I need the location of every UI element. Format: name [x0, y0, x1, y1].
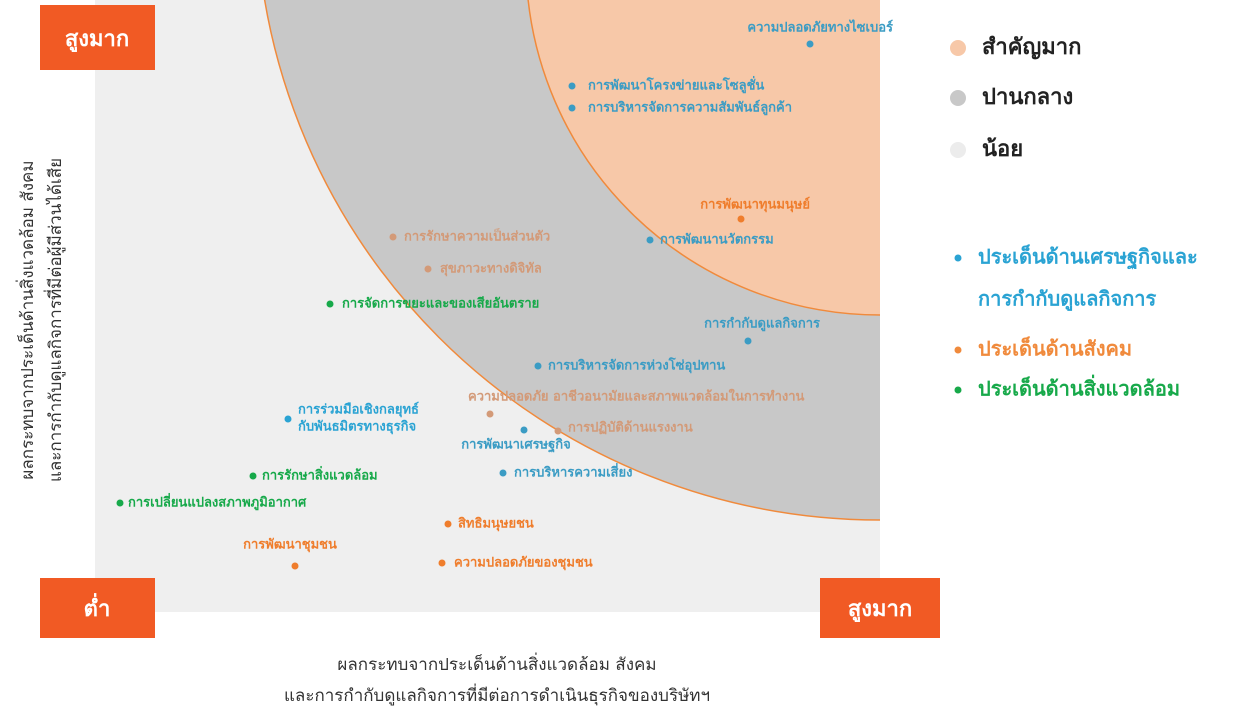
- topic-dot: [389, 233, 397, 241]
- topic-name: ความปลอดภัยของชุมชน: [454, 556, 593, 571]
- topic-name: การรักษาความเป็นส่วนตัว: [404, 227, 550, 245]
- topic-name: สุขภาวะทางดิจิทัล: [440, 262, 542, 277]
- topic-dot: [534, 362, 542, 370]
- topic-name: สิทธิมนุษยชน: [458, 517, 534, 532]
- topic-name: การเปลี่ยนแปลงสภาพภูมิอากาศ: [128, 493, 307, 511]
- corner-box: [40, 578, 155, 638]
- corner-label: ต่ำ: [84, 592, 111, 622]
- legend-swatch: [950, 142, 966, 158]
- topic-name: การรักษาสิ่งแวดล้อม: [262, 466, 378, 484]
- topic-dot: [438, 559, 446, 567]
- topic-name: การบริหารจัดการห่วงโซ่อุปทาน: [548, 357, 725, 374]
- topic-label: ประเด็นด้านสิ่งแวดล้อม: [978, 374, 1180, 401]
- topic-dot: [499, 469, 507, 477]
- topic-name: การพัฒนาชุมชน: [243, 538, 337, 553]
- topic-dot: [520, 426, 528, 434]
- y-axis-label: ผลกระทบจากประเด็นด้านสิ่งแวดล้อม สังคม: [15, 160, 38, 479]
- legend-swatch: [950, 90, 966, 106]
- topic-dot: [291, 562, 299, 570]
- topic-name: การปฏิบัติด้านแรงงาน: [568, 420, 693, 436]
- topic-dot: [444, 520, 452, 528]
- topic-name: การบริหารจัดการความสัมพันธ์ลูกค้า: [588, 100, 792, 116]
- topic-dot: [744, 337, 752, 345]
- legend-label: ปานกลาง: [982, 85, 1073, 110]
- topic-bullet: [954, 254, 962, 262]
- topic-name: กับพันธมิตรทางธุรกิจ: [298, 420, 416, 435]
- topic-dot: [554, 427, 562, 435]
- topic-dot: [806, 40, 814, 48]
- topic-bullet: [954, 346, 962, 354]
- topic-name: การพัฒนาโครงข่ายและโซลูชั่น: [588, 76, 764, 94]
- topic-name: การบริหารความเสี่ยง: [514, 463, 632, 481]
- topic-name: การจัดการขยะและของเสียอันตราย: [342, 296, 539, 312]
- topic-label: ประเด็นด้านสังคม: [978, 336, 1132, 361]
- topic-label: ประเด็นด้านเศรษฐกิจและ: [978, 244, 1198, 271]
- topic-name: การร่วมมือเชิงกลยุทธ์: [298, 402, 419, 418]
- topic-dot: [486, 410, 494, 418]
- corner-box: [820, 578, 940, 638]
- legend-label: น้อย: [982, 137, 1023, 162]
- topic-bullet: [954, 386, 962, 394]
- topic-dot: [326, 300, 334, 308]
- topic-name: ความปลอดภัยทางไซเบอร์: [747, 19, 893, 36]
- topic-label: การกำกับดูแลกิจการ: [978, 287, 1157, 313]
- x-axis-label: ผลกระทบจากประเด็นด้านสิ่งแวดล้อม สังคม: [337, 652, 656, 675]
- corner-box: [40, 5, 155, 70]
- legend-swatch: [950, 40, 966, 56]
- legend-label: สำคัญมาก: [982, 35, 1081, 60]
- topic-name: การกำกับดูแลกิจการ: [704, 316, 820, 332]
- x-axis-label: และการกำกับดูแลกิจการที่มีต่อการดำเนินธุ…: [284, 683, 710, 706]
- corner-label: สูงมาก: [848, 597, 912, 623]
- topic-name: การพัฒนาทุนมนุษย์: [700, 197, 810, 213]
- topic-dot: [568, 104, 576, 112]
- topic-dot: [737, 215, 745, 223]
- high-zone: [527, 0, 880, 316]
- topic-dot: [284, 415, 292, 423]
- topic-dot: [646, 236, 654, 244]
- topic-name: ความปลอดภัย อาชีวอนามัยและสภาพแวดล้อมในก…: [468, 388, 805, 405]
- topic-dot: [424, 265, 432, 273]
- topic-dot: [116, 499, 124, 507]
- topic-dot: [568, 82, 576, 90]
- corner-label: สูงมาก: [65, 27, 129, 53]
- topic-dot: [249, 472, 257, 480]
- y-axis-label: และการกำกับดูแลกิจการที่มีต่อผู้มีส่วนได…: [43, 158, 66, 482]
- topic-name: การพัฒนาเศรษฐกิจ: [461, 438, 571, 454]
- topic-name: การพัฒนานวัตกรรม: [660, 233, 774, 248]
